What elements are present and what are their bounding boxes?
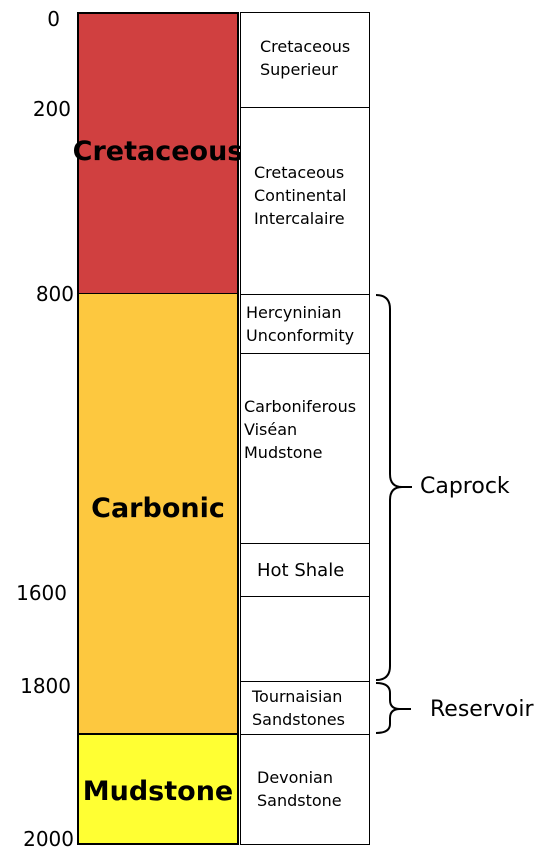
unit-visean-mudstone-label: Carboniferous Viséan Mudstone xyxy=(244,397,357,462)
depth-label-0: 0 xyxy=(47,7,60,31)
unit-devonian-label: Devonian Sandstone xyxy=(257,767,342,810)
unit-cretaceous-superieur: Cretaceous Superieur xyxy=(240,12,370,108)
era-carbonic-label: Carbonic xyxy=(91,493,225,524)
caprock-brace xyxy=(375,294,403,681)
unit-hot-shale: Hot Shale xyxy=(240,543,370,597)
unit-devonian: Devonian Sandstone xyxy=(240,734,370,845)
unit-tournaisian: Tournaisian Sandstones xyxy=(240,681,370,735)
unit-blank xyxy=(240,596,370,682)
unit-tournaisian-label: Tournaisian Sandstones xyxy=(252,687,345,729)
unit-cretaceous-superieur-label: Cretaceous Superieur xyxy=(260,36,351,79)
depth-label-2000: 2000 xyxy=(23,827,74,851)
unit-hercyninian-label: Hercyninian Unconformity xyxy=(246,303,355,345)
reservoir-brace xyxy=(375,682,401,734)
era-mudstone: Mudstone xyxy=(77,733,239,845)
unit-hot-shale-label: Hot Shale xyxy=(257,559,345,581)
caprock-label: Caprock xyxy=(420,474,510,499)
reservoir-label: Reservoir xyxy=(430,697,534,722)
depth-label-200: 200 xyxy=(32,97,71,121)
depth-label-1800: 1800 xyxy=(20,674,71,698)
era-mudstone-label: Mudstone xyxy=(82,775,234,807)
depth-label-1600: 1600 xyxy=(16,581,67,605)
unit-continental-intercalaire: Cretaceous Continental Intercalaire xyxy=(240,107,370,295)
era-cretaceous-label: Cretaceous xyxy=(72,135,244,167)
era-carbonic: Carbonic xyxy=(77,294,239,735)
unit-hercyninian: Hercyninian Unconformity xyxy=(240,294,370,354)
unit-continental-intercalaire-label: Cretaceous Continental Intercalaire xyxy=(254,163,347,228)
depth-label-800: 800 xyxy=(35,282,74,306)
